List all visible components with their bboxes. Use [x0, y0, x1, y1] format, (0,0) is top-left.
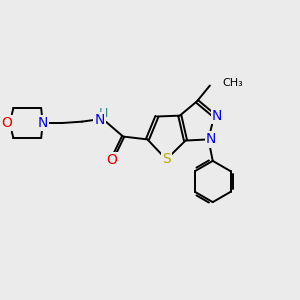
Text: N: N: [38, 116, 48, 130]
Text: H: H: [99, 107, 109, 120]
Text: CH₃: CH₃: [223, 78, 244, 88]
Text: O: O: [1, 116, 12, 130]
Text: N: N: [94, 113, 105, 127]
Text: N: N: [212, 109, 222, 123]
Text: S: S: [162, 152, 171, 167]
Text: O: O: [106, 153, 117, 167]
Text: N: N: [206, 132, 217, 146]
